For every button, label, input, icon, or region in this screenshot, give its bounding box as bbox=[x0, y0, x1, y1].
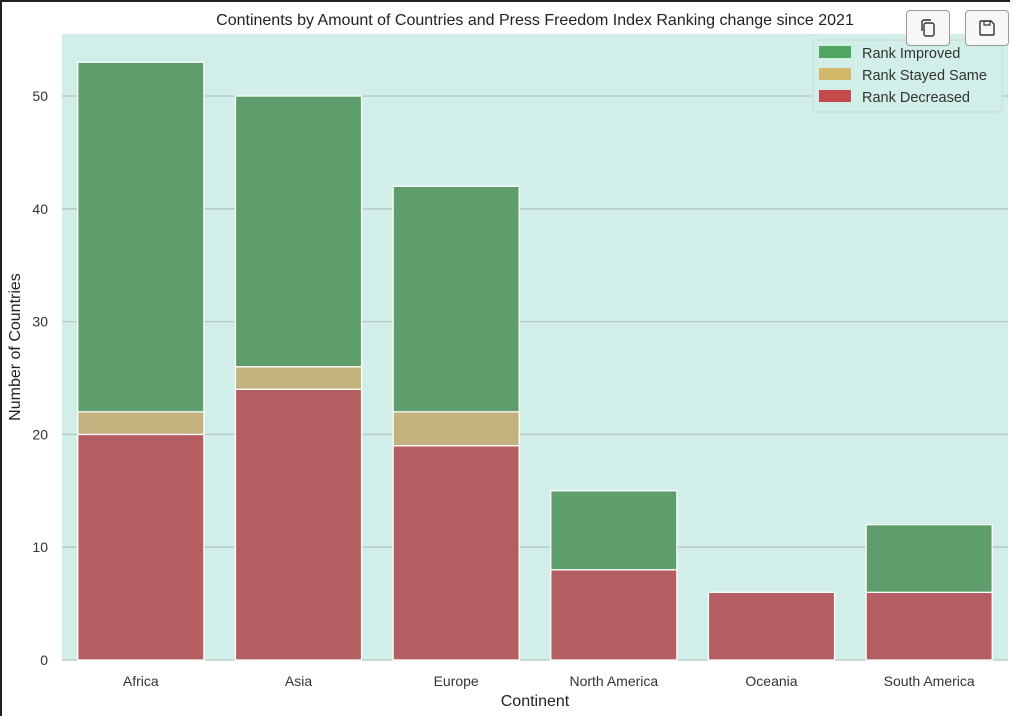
y-tick-label: 30 bbox=[32, 314, 48, 330]
y-tick-labels: 0 10 20 30 40 50 bbox=[32, 88, 48, 668]
y-axis-title: Number of Countries bbox=[7, 273, 24, 421]
copy-icon bbox=[921, 19, 935, 37]
legend-label-rank-decreased: Rank Decreased bbox=[862, 90, 970, 106]
bar-rank-improved bbox=[865, 523, 993, 593]
x-tick-label: Oceania bbox=[745, 673, 797, 689]
legend-swatch-rank-decreased bbox=[819, 90, 851, 102]
bar-rank-decreased bbox=[707, 591, 836, 661]
bar-rank-improved bbox=[77, 61, 205, 413]
bar-rank-decreased bbox=[234, 388, 363, 661]
grid-lines bbox=[62, 95, 1008, 661]
x-tick-label: South America bbox=[884, 673, 975, 689]
legend: Rank Improved Rank Stayed Same Rank Decrea… bbox=[812, 39, 1003, 113]
plot-background bbox=[62, 34, 1008, 660]
bar-rank-decreased bbox=[550, 569, 678, 661]
x-tick-label: North America bbox=[569, 673, 658, 689]
legend-label-rank-improved: Rank Improved bbox=[862, 46, 960, 62]
y-tick-label: 50 bbox=[32, 88, 48, 104]
bar-rank-decreased bbox=[865, 591, 993, 661]
y-tick-label: 0 bbox=[40, 652, 48, 668]
legend-label-rank-stayed-same: Rank Stayed Same bbox=[862, 68, 987, 84]
x-tick-label: Africa bbox=[123, 673, 159, 689]
x-tick-label: Europe bbox=[434, 673, 479, 689]
y-tick-label: 20 bbox=[32, 426, 48, 442]
copy-button[interactable] bbox=[906, 10, 950, 46]
bar-rank-stayed-same bbox=[234, 366, 363, 390]
legend-swatch-rank-improved bbox=[819, 46, 851, 58]
bar-rank-decreased bbox=[392, 445, 520, 661]
x-axis-title: Continent bbox=[501, 693, 570, 710]
bar-rank-improved bbox=[234, 95, 363, 368]
bar-rank-stayed-same bbox=[392, 411, 520, 447]
bar-rank-stayed-same bbox=[77, 411, 205, 436]
x-tick-labels: Africa Asia Europe North America Oceania Sout… bbox=[123, 673, 975, 689]
y-tick-label: 40 bbox=[32, 201, 48, 217]
save-button[interactable] bbox=[965, 10, 1009, 46]
save-icon bbox=[979, 20, 995, 36]
chart-title: Continents by Amount of Countries and Pr… bbox=[216, 12, 854, 29]
x-tick-label: Asia bbox=[285, 673, 312, 689]
bars bbox=[77, 61, 993, 661]
bar-rank-decreased bbox=[77, 433, 205, 661]
bar-rank-improved bbox=[392, 185, 520, 413]
legend-swatch-rank-stayed-same bbox=[819, 68, 851, 80]
y-tick-label: 10 bbox=[32, 539, 48, 555]
bar-rank-improved bbox=[550, 490, 678, 571]
